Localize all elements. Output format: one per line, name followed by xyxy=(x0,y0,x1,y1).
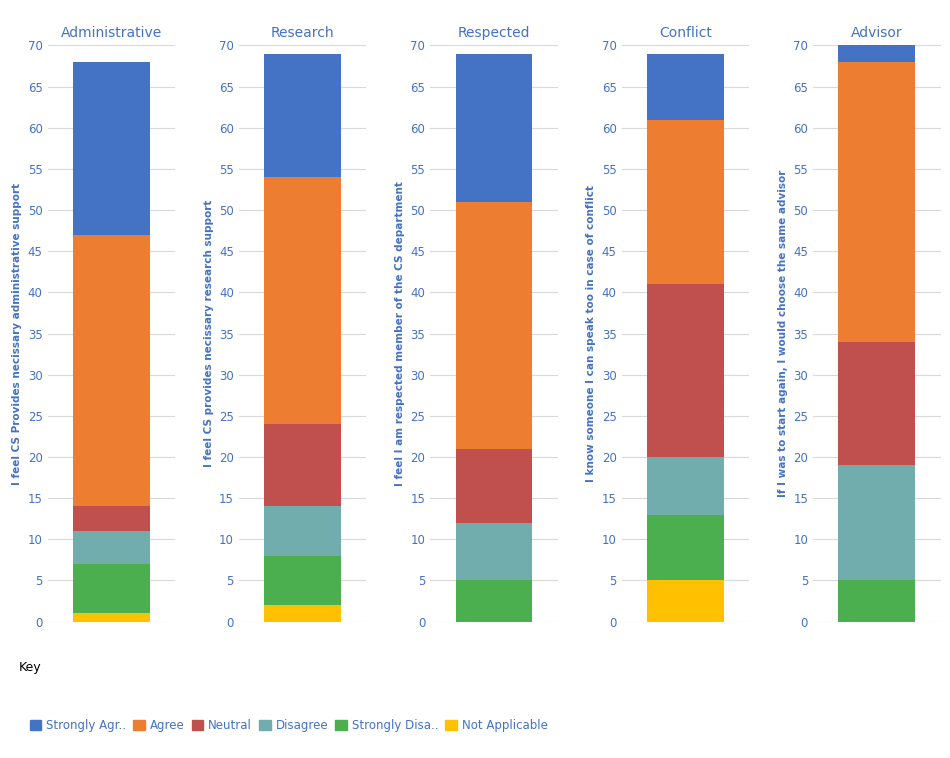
Bar xyxy=(264,506,341,556)
Bar xyxy=(647,120,724,284)
Bar xyxy=(839,342,915,465)
Bar xyxy=(647,457,724,515)
Bar xyxy=(264,177,341,424)
Bar xyxy=(264,605,341,622)
Bar xyxy=(73,613,149,622)
Bar xyxy=(647,284,724,457)
Bar xyxy=(73,506,149,531)
Bar xyxy=(456,54,532,202)
Bar xyxy=(264,424,341,506)
Bar xyxy=(73,235,149,506)
Title: Advisor: Advisor xyxy=(851,26,902,40)
Bar xyxy=(264,54,341,177)
Bar xyxy=(456,523,532,581)
Title: Respected: Respected xyxy=(458,26,530,40)
Text: Key: Key xyxy=(19,661,42,674)
Title: Research: Research xyxy=(271,26,334,40)
Bar xyxy=(839,62,915,342)
Bar xyxy=(73,564,149,613)
Bar xyxy=(73,62,149,235)
Bar xyxy=(456,449,532,523)
Bar xyxy=(73,531,149,564)
Y-axis label: I feel I am respected member of the CS department: I feel I am respected member of the CS d… xyxy=(395,181,405,486)
Bar xyxy=(264,556,341,605)
Y-axis label: I know someone I can speak too in case of conflict: I know someone I can speak too in case o… xyxy=(586,185,597,482)
Bar xyxy=(647,54,724,120)
Bar xyxy=(839,465,915,581)
Bar xyxy=(456,581,532,622)
Y-axis label: I feel CS Provides necissary administrative support: I feel CS Provides necissary administrat… xyxy=(12,183,22,484)
Bar xyxy=(647,515,724,581)
Bar xyxy=(456,202,532,449)
Bar xyxy=(839,0,915,62)
Y-axis label: If I was to start again, I would choose the same advisor: If I was to start again, I would choose … xyxy=(778,170,788,497)
Bar xyxy=(647,581,724,622)
Title: Conflict: Conflict xyxy=(659,26,712,40)
Title: Administrative: Administrative xyxy=(61,26,162,40)
Bar xyxy=(839,581,915,622)
Y-axis label: I feel CS provides necissary research support: I feel CS provides necissary research su… xyxy=(203,200,214,467)
Legend: Strongly Agr.., Agree, Neutral, Disagree, Strongly Disa.., Not Applicable: Strongly Agr.., Agree, Neutral, Disagree… xyxy=(25,715,553,737)
